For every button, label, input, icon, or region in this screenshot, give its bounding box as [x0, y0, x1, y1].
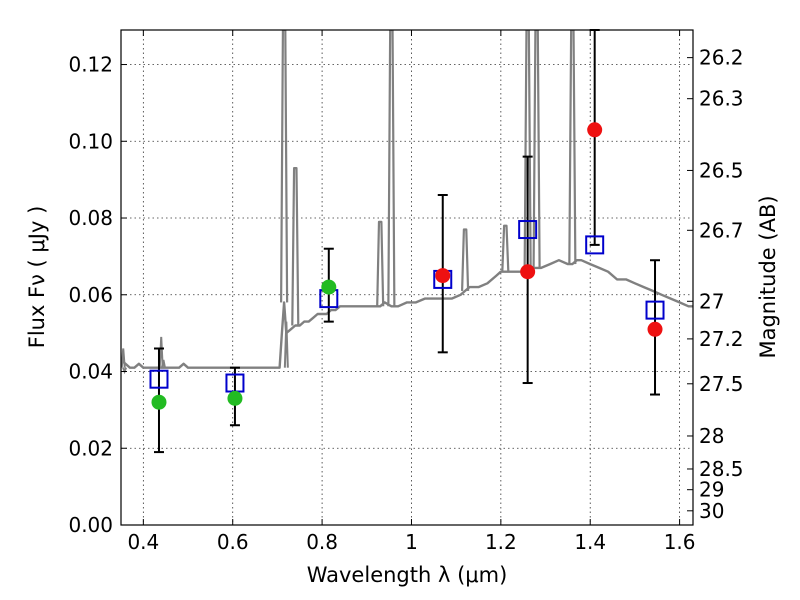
emission-line — [568, 30, 577, 265]
spectrum-noise — [121, 348, 126, 368]
x-tick-label: 1.2 — [485, 530, 517, 554]
nir-point — [587, 122, 603, 138]
spectrum-noise — [158, 336, 164, 368]
optical-point — [227, 390, 243, 406]
nir-point — [647, 321, 663, 337]
spectrum-line — [121, 259, 693, 369]
y-tick-label: 0.02 — [68, 436, 113, 460]
y-tick-label: 0.04 — [68, 360, 113, 384]
plot-frame — [120, 29, 694, 526]
model-square — [645, 300, 665, 320]
spectrum-noise — [160, 359, 166, 368]
emission-line — [532, 30, 541, 268]
y2-tick-label: 28.5 — [699, 457, 744, 481]
emission-line — [523, 30, 532, 268]
y-tick-label: 0.06 — [68, 283, 113, 307]
y2-tick-label: 27.5 — [699, 372, 744, 396]
emission-line — [460, 228, 470, 291]
markers — [149, 122, 665, 410]
y2-tick-label: 28 — [699, 424, 724, 448]
x-tick-label: 0.8 — [306, 530, 338, 554]
y2-tick-label: 27 — [699, 289, 724, 313]
emission-line — [376, 220, 385, 307]
y2-tick-label: 29 — [699, 478, 724, 502]
y-axis: 0.00 0.02 0.04 0.06 0.08 0.10 0.12 — [68, 53, 127, 537]
spectrum-noise — [283, 321, 289, 368]
y-axis-label: Flux Fν ( μJy ) — [25, 206, 49, 349]
model-square — [149, 369, 169, 389]
y2-axis-label: Magnitude (AB) — [756, 195, 780, 358]
x-tick-label: 1 — [405, 530, 418, 554]
y2-tick-label: 26.7 — [699, 218, 744, 242]
emission-line — [280, 30, 289, 303]
model-square — [585, 235, 605, 255]
x-axis: 0.4 0.6 0.8 1 1.2 1.4 1.6 — [127, 30, 696, 554]
y2-tick-label: 30 — [699, 499, 724, 523]
emission-line — [501, 224, 510, 272]
y-tick-label: 0.00 — [68, 513, 113, 537]
y2-tick-label: 26.5 — [699, 158, 744, 182]
x-axis-label: Wavelength λ (μm) — [307, 563, 508, 587]
y-tick-label: 0.08 — [68, 206, 113, 230]
emission-line — [387, 30, 396, 307]
y2-tick-label: 26.3 — [699, 87, 744, 111]
y2-tick-label: 27.2 — [699, 327, 744, 351]
plot-area — [121, 30, 693, 375]
x-tick-label: 0.4 — [127, 530, 159, 554]
optical-point — [321, 279, 337, 295]
grid-lines — [121, 30, 693, 526]
optical-point — [151, 394, 167, 410]
x-tick-label: 1.6 — [664, 530, 696, 554]
x-tick-label: 1.4 — [574, 530, 606, 554]
nir-point — [520, 264, 536, 280]
emission-line — [291, 167, 300, 326]
x-tick-label: 0.6 — [217, 530, 249, 554]
model-square — [518, 220, 538, 240]
y2-tick-label: 26.2 — [699, 46, 744, 70]
nir-point — [435, 268, 451, 284]
y-tick-label: 0.12 — [68, 53, 113, 77]
y-tick-label: 0.10 — [68, 129, 113, 153]
